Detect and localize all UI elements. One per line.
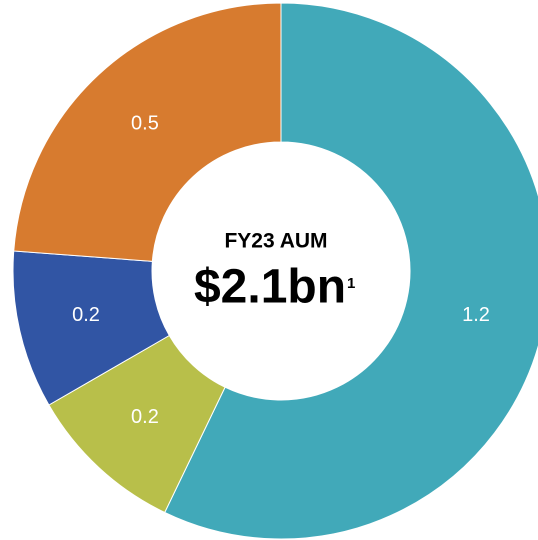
donut-segment [13, 2, 282, 262]
data-label: 0.2 [72, 304, 100, 326]
center-value: $2.1bn [194, 261, 346, 314]
donut-segment [164, 2, 538, 540]
data-label: 0.5 [131, 113, 159, 135]
center-note: 1 [347, 275, 355, 292]
data-label: 0.2 [131, 406, 159, 428]
center-title: FY23 AUM [224, 230, 327, 253]
data-label: 1.2 [462, 304, 490, 326]
